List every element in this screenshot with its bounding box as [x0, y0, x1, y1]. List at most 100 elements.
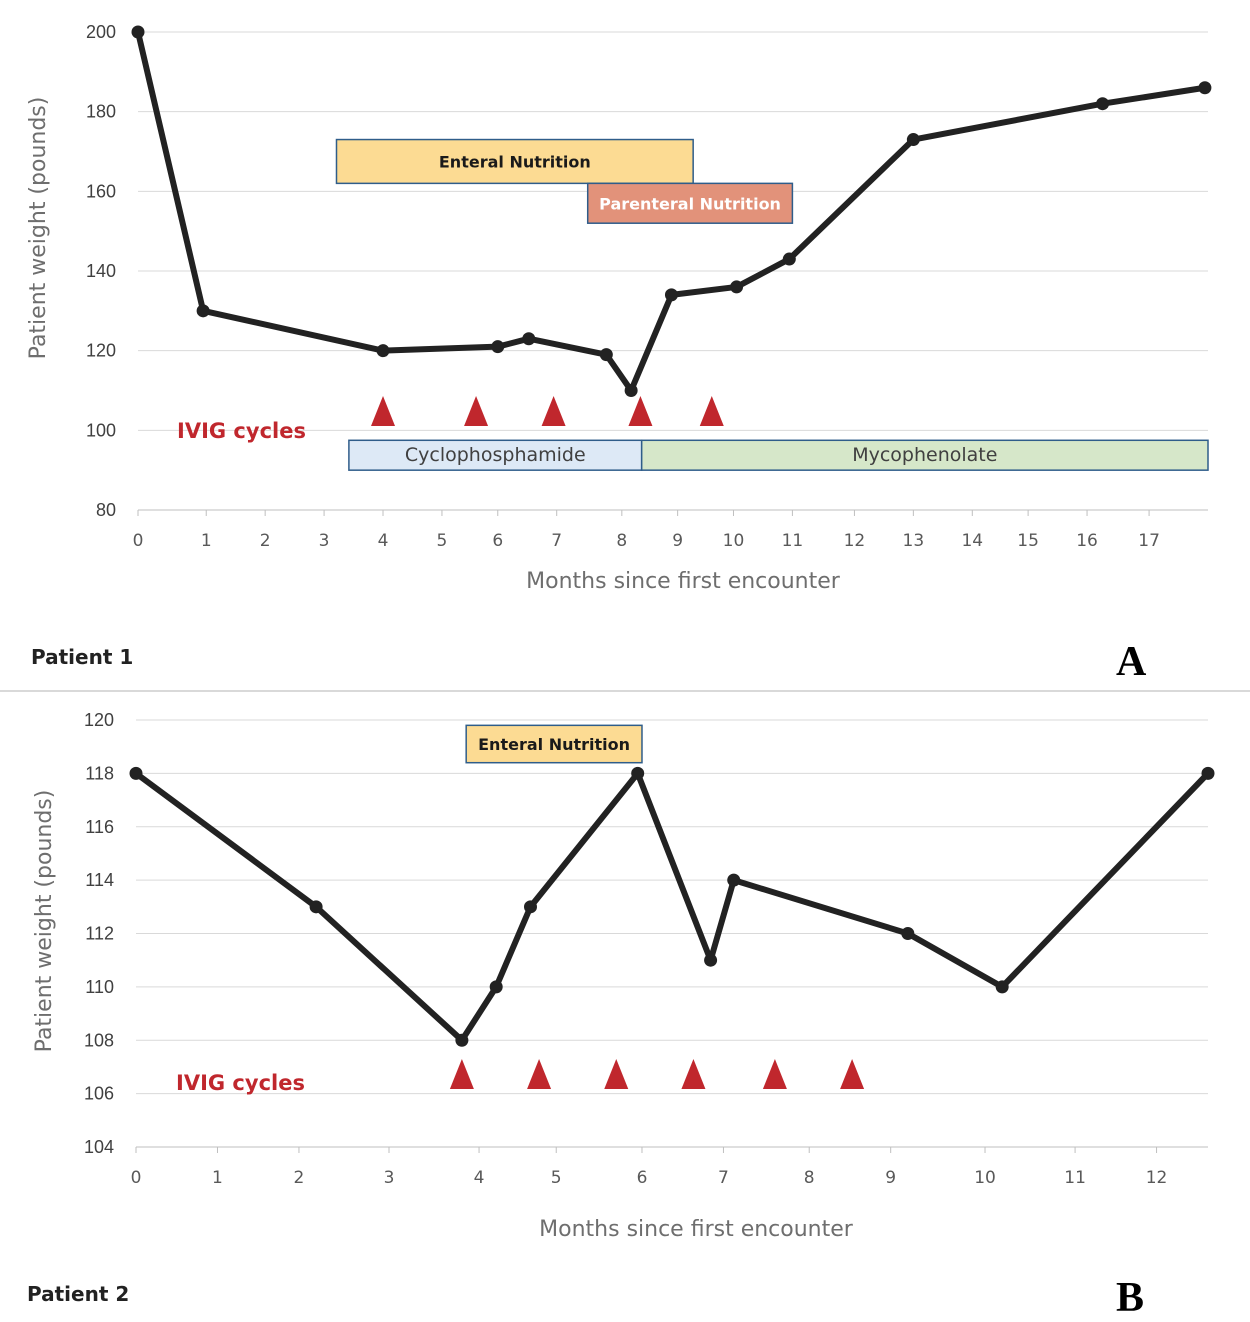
chart-panel-patient-1: 80 100 120 140 160 180 200 0 1 2 3 4 5 6 7 8 9 10 11 12 13 14… [0, 22, 1250, 692]
x-tick-label: 11 [1064, 1168, 1086, 1188]
weight-data-point [624, 384, 638, 397]
weight-data-point [491, 340, 505, 354]
y-tick-label: 180 [86, 102, 116, 122]
y-tick-label: 160 [86, 181, 116, 201]
x-tick-label: 9 [885, 1168, 896, 1188]
ivig-cycle-marker [840, 1059, 865, 1089]
ivig-cycle-marker [527, 1059, 552, 1089]
panel-letter-a: A [1116, 639, 1147, 685]
x-tick-label: 4 [474, 1168, 485, 1188]
patient-1-label: Patient 1 [31, 645, 134, 669]
treatment-bar-enteral [465, 724, 643, 764]
weight-data-point [782, 252, 796, 266]
x-tick-label: 0 [131, 1168, 142, 1188]
y-tick-label: 80 [96, 500, 116, 520]
weight-data-point [523, 900, 537, 914]
y-tick-label: 110 [85, 977, 114, 997]
weight-data-point [376, 344, 390, 358]
y-axis-title: Patient weight (pounds) [26, 97, 51, 360]
weight-data-point [995, 980, 1009, 994]
x-tick-label: 7 [718, 1168, 729, 1188]
ivig-cycle-marker [628, 396, 653, 426]
x-tick-label: 8 [616, 531, 627, 551]
x-tick-label: 10 [723, 531, 745, 551]
x-tick-label: 4 [378, 531, 389, 551]
weight-data-point [129, 766, 143, 780]
treatment-bar-label: Enteral Nutrition [439, 152, 591, 171]
weight-series-line [133, 770, 1211, 1044]
weight-data-point [522, 332, 536, 346]
x-tick-label: 12 [1146, 1168, 1168, 1188]
treatment-bar-enteral [335, 138, 694, 185]
x-tick-label: 5 [551, 1168, 562, 1188]
x-tick-label: 1 [201, 531, 212, 551]
patient-2-label: Patient 2 [27, 1282, 130, 1306]
x-tick-label: 6 [492, 531, 503, 551]
y-tick-label: 200 [86, 22, 116, 42]
x-tick-label: 9 [672, 531, 683, 551]
weight-data-point [906, 133, 920, 147]
x-tick-label: 13 [903, 531, 925, 551]
x-tick-label: 16 [1076, 531, 1098, 551]
y-tick-label: 118 [85, 763, 114, 783]
weight-data-point [1201, 766, 1215, 780]
ivig-cycle-marker [604, 1059, 629, 1089]
weight-data-point [1096, 97, 1110, 111]
treatment-bar-cyclophosphamide [348, 439, 643, 471]
treatment-bar-mycophenolate [640, 439, 1209, 471]
x-tick-label: 7 [551, 531, 562, 551]
y-tick-label: 106 [84, 1084, 114, 1104]
weight-data-point [455, 1033, 469, 1047]
ivig-cycle-marker [699, 396, 724, 426]
x-tick-label: 2 [294, 1168, 305, 1188]
weight-data-point [704, 953, 718, 967]
weight-data-point [489, 980, 503, 994]
x-tick-label: 17 [1138, 531, 1160, 551]
ivig-cycles-label: IVIG cycles [176, 1071, 305, 1095]
x-tick-label: 11 [782, 531, 804, 551]
ivig-cycle-marker [681, 1059, 706, 1089]
x-tick-label: 8 [804, 1168, 815, 1188]
x-tick-label: 15 [1017, 531, 1039, 551]
ivig-cycles-label: IVIG cycles [177, 419, 306, 443]
y-tick-label: 112 [85, 924, 114, 944]
weight-data-point [727, 873, 741, 887]
x-tick-label: 2 [260, 531, 271, 551]
x-tick-label: 6 [637, 1168, 648, 1188]
y-tick-label: 100 [86, 420, 116, 440]
weight-data-point [1198, 81, 1212, 95]
ivig-cycle-marker [449, 1059, 474, 1089]
x-axis-title: Months since first encounter [526, 569, 841, 594]
treatment-bar-parenteral [586, 182, 794, 224]
ivig-cycle-marker [464, 396, 489, 426]
chart-panel-patient-2: 104 106 108 110 112 114 116 118 120 0 1 2 3 4 5 6 7 8 9 10 1… [0, 692, 1250, 1321]
x-tick-label: 12 [844, 531, 866, 551]
weight-data-point [196, 304, 210, 318]
y-axis-title: Patient weight (pounds) [32, 790, 57, 1053]
weight-data-point [901, 927, 915, 940]
x-tick-label: 5 [437, 531, 448, 551]
weight-data-point [131, 25, 145, 39]
panel-letter-b: B [1116, 1275, 1145, 1321]
y-tick-label: 120 [86, 341, 116, 361]
x-tick-label: 1 [212, 1168, 223, 1188]
weight-data-point [664, 288, 678, 302]
x-axis-title: Months since first encounter [539, 1217, 854, 1242]
x-tick-label: 3 [319, 531, 330, 551]
x-tick-label: 0 [133, 531, 144, 551]
weight-data-point [599, 348, 613, 362]
treatment-bar-label: Mycophenolate [852, 444, 997, 466]
x-tick-label: 3 [384, 1168, 395, 1188]
ivig-cycle-marker [371, 396, 396, 426]
x-tick-label: 14 [961, 531, 983, 551]
ivig-cycle-marker [762, 1059, 787, 1089]
y-tick-label: 120 [84, 710, 114, 730]
y-tick-label: 104 [84, 1137, 114, 1157]
treatment-bar-label: Enteral Nutrition [478, 735, 630, 754]
ivig-cycle-marker [541, 396, 566, 426]
weight-data-point [730, 280, 744, 294]
y-tick-label: 116 [85, 817, 114, 837]
x-tick-label: 10 [974, 1168, 996, 1188]
